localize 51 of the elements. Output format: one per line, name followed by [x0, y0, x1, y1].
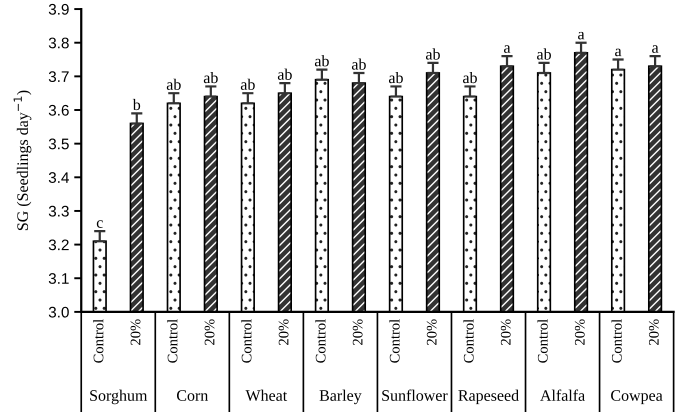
text: 20%	[574, 319, 585, 345]
data-label: ab	[204, 72, 218, 84]
x-tick-label: Alfalfa	[540, 390, 585, 401]
y-tick-label: 3.5	[48, 138, 69, 150]
data-label: ab	[388, 72, 403, 84]
text: Control	[389, 319, 400, 363]
y-axis-title: SG (Seedlings day$^{−1}$)	[14, 90, 32, 230]
data-label: b	[132, 98, 140, 110]
data-label: ab	[240, 78, 255, 90]
x-tick-label: Wheat	[246, 390, 288, 401]
data-label: c	[96, 220, 103, 228]
y-tick-label: 3.4	[48, 172, 69, 183]
y-tick-label: 3.0	[48, 306, 69, 318]
x-tick-label: Rapeseed	[458, 390, 519, 404]
text: Control	[93, 319, 104, 363]
data-label: ab	[166, 78, 181, 90]
y-tick-label: 3.8	[48, 38, 69, 48]
text: Control	[537, 319, 548, 363]
data-label: a	[578, 32, 584, 40]
data-label: ab	[352, 58, 366, 70]
x-tick-label: Corn	[176, 390, 208, 401]
y-tick-label: 3.6	[48, 104, 69, 116]
text: 20%	[500, 319, 511, 345]
data-label: a	[615, 48, 622, 56]
text: 20%	[278, 319, 289, 345]
text: 20%	[426, 319, 437, 345]
text: Control	[315, 319, 326, 363]
text: 20%	[352, 319, 363, 345]
data-label: a	[652, 45, 658, 53]
data-label: ab	[314, 55, 329, 66]
text: 20%	[204, 319, 215, 345]
y-tick-label: 3.3	[48, 206, 69, 217]
text: 20%	[130, 319, 140, 345]
data-label: ab	[426, 48, 440, 60]
x-tick-label: Sorghum	[90, 390, 148, 404]
text: 20%	[648, 319, 659, 345]
y-tick-label: 3.9	[48, 4, 69, 15]
x-tick-label: Sunflower	[382, 390, 448, 401]
text: Control	[463, 319, 474, 363]
text: Control	[241, 319, 252, 363]
data-label: ab	[537, 48, 551, 60]
data-label: ab	[463, 72, 477, 84]
data-label: ab	[278, 68, 292, 80]
data-label: a	[504, 45, 510, 53]
text: Control	[611, 319, 622, 363]
x-tick-label: Barley	[320, 390, 362, 404]
x-tick-label: Cowpea	[611, 390, 663, 404]
y-tick-label: 3.1	[48, 273, 69, 284]
y-tick-label: 3.7	[48, 71, 69, 82]
text: Control	[167, 319, 178, 363]
y-tick-label: 3.2	[48, 239, 69, 250]
